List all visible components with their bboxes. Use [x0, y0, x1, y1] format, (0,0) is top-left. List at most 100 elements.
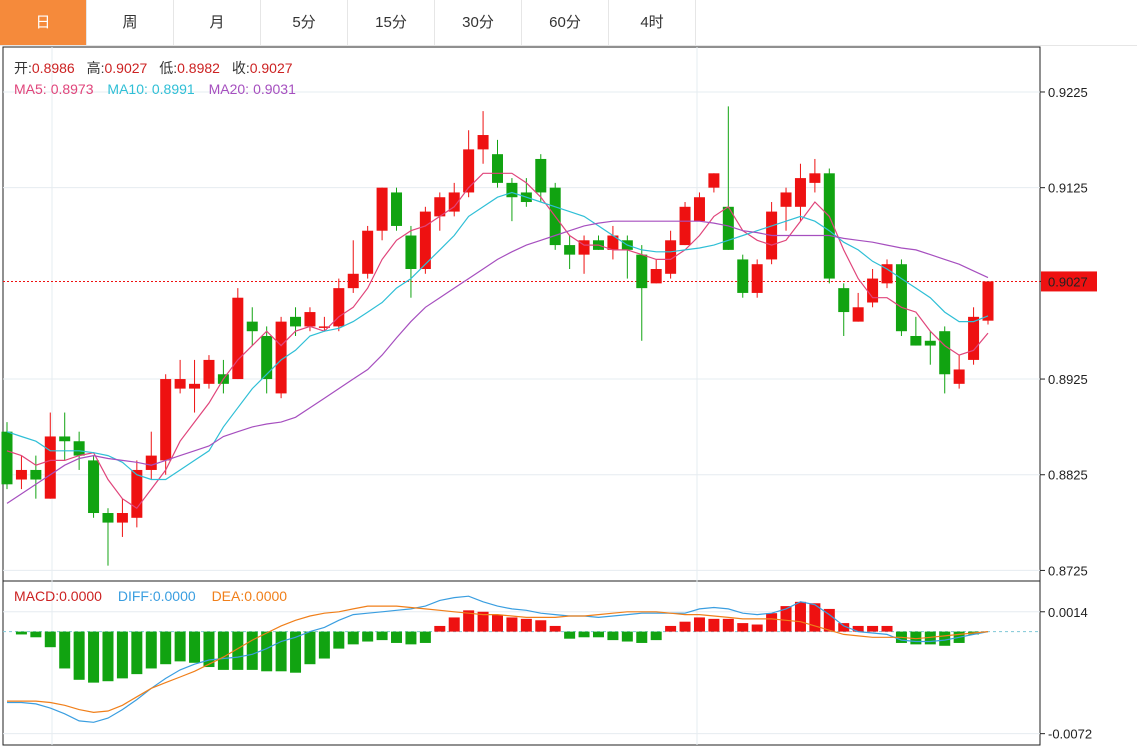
grid-lines [2, 46, 1041, 746]
candle [910, 316, 922, 346]
candle [592, 235, 604, 250]
macd-bar [102, 631, 114, 682]
diff-value: 0.0000 [153, 588, 196, 604]
macd-bar [405, 631, 417, 645]
ma5-value: 0.8973 [51, 81, 94, 97]
tab-7[interactable]: 4时 [609, 0, 696, 45]
macd-bar [131, 631, 143, 675]
candle [362, 225, 374, 279]
info-bar: 开:0.8986 高:0.9027 低:0.8982 收:0.9027 [14, 60, 293, 76]
tab-3[interactable]: 5分 [261, 0, 348, 45]
macd-bar [333, 631, 345, 649]
candle [15, 455, 27, 490]
macd-bar [751, 624, 763, 632]
candle-body [232, 297, 244, 380]
candle-body [1, 431, 13, 485]
macd-bar [73, 631, 85, 680]
candle [535, 154, 547, 203]
candle [737, 254, 749, 298]
candle [160, 374, 172, 475]
candle [968, 307, 980, 365]
low-label: 低: [159, 60, 177, 76]
candle [708, 173, 720, 193]
macd-bar [160, 631, 172, 665]
candle [823, 168, 835, 284]
tab-1[interactable]: 周 [87, 0, 174, 45]
macd-legend: MACD:0.0000 DIFF:0.0000 DEA:0.0000 [14, 588, 287, 604]
macd-bar [535, 620, 547, 632]
macd-bar [881, 625, 893, 632]
candle [809, 158, 821, 193]
candle [304, 307, 316, 332]
macd-bar [376, 631, 388, 641]
macd-bar [607, 631, 619, 641]
candle-body [203, 359, 215, 384]
macd-bar [549, 625, 561, 632]
candle-body [794, 178, 806, 207]
macd-bar [448, 617, 460, 632]
candle [982, 281, 994, 325]
candle [506, 178, 518, 222]
open-value: 0.8986 [32, 60, 75, 76]
candle-body [189, 383, 201, 389]
y-tick-label-3: 0.8925 [1048, 372, 1088, 387]
macd-bar [290, 631, 302, 673]
candle-body [15, 469, 27, 480]
y-tick-label-4: 0.8825 [1048, 468, 1088, 483]
macd-bar [232, 631, 244, 670]
candle-body [708, 173, 720, 188]
candle-body [261, 335, 273, 380]
candle-body [333, 288, 345, 327]
candle [174, 359, 186, 394]
macd-bar [362, 631, 374, 642]
macd-bar [766, 613, 778, 632]
macd-bar [391, 631, 403, 643]
candle-body [318, 326, 330, 328]
ma10-line [6, 191, 989, 481]
macd-bar [520, 618, 532, 632]
tab-6[interactable]: 60分 [522, 0, 609, 45]
macd-bar [722, 618, 734, 632]
candle-body [982, 281, 994, 321]
candle-body [751, 264, 763, 293]
macd-bar [304, 631, 316, 665]
candle [448, 182, 460, 217]
candle [650, 259, 662, 284]
ma20-label: MA20: [209, 81, 249, 97]
candle [131, 460, 143, 528]
candle-body [160, 379, 172, 461]
candle-body [506, 182, 518, 198]
candle-body [665, 240, 677, 274]
candle [44, 412, 56, 499]
macd-tick-label-0: 0.0014 [1048, 605, 1088, 620]
candle [275, 316, 287, 399]
candle-body [578, 240, 590, 255]
candle [217, 359, 229, 394]
candle [261, 326, 273, 394]
candle-body [88, 460, 100, 514]
candle-body [434, 197, 446, 217]
macd-bar [434, 625, 446, 632]
candle [116, 498, 128, 537]
macd-bar [116, 631, 128, 679]
candle-body [405, 235, 417, 270]
diff-line [7, 595, 989, 723]
candle-body [924, 340, 936, 346]
candle [391, 187, 403, 231]
macd-bar [852, 625, 864, 632]
candle-body [44, 436, 56, 499]
candle [492, 139, 503, 188]
macd-bar [708, 618, 720, 632]
tab-4[interactable]: 15分 [348, 0, 435, 45]
candle [751, 259, 763, 298]
candle [419, 206, 431, 274]
candle-body [607, 235, 619, 250]
tab-5[interactable]: 30分 [435, 0, 522, 45]
candle-series [1, 106, 994, 566]
tab-0[interactable]: 日 [0, 0, 87, 45]
macd-bar [217, 631, 229, 670]
candle [203, 355, 215, 389]
macd-bar [318, 631, 330, 659]
tab-2[interactable]: 月 [174, 0, 261, 45]
ma20-value: 0.9031 [253, 81, 296, 97]
